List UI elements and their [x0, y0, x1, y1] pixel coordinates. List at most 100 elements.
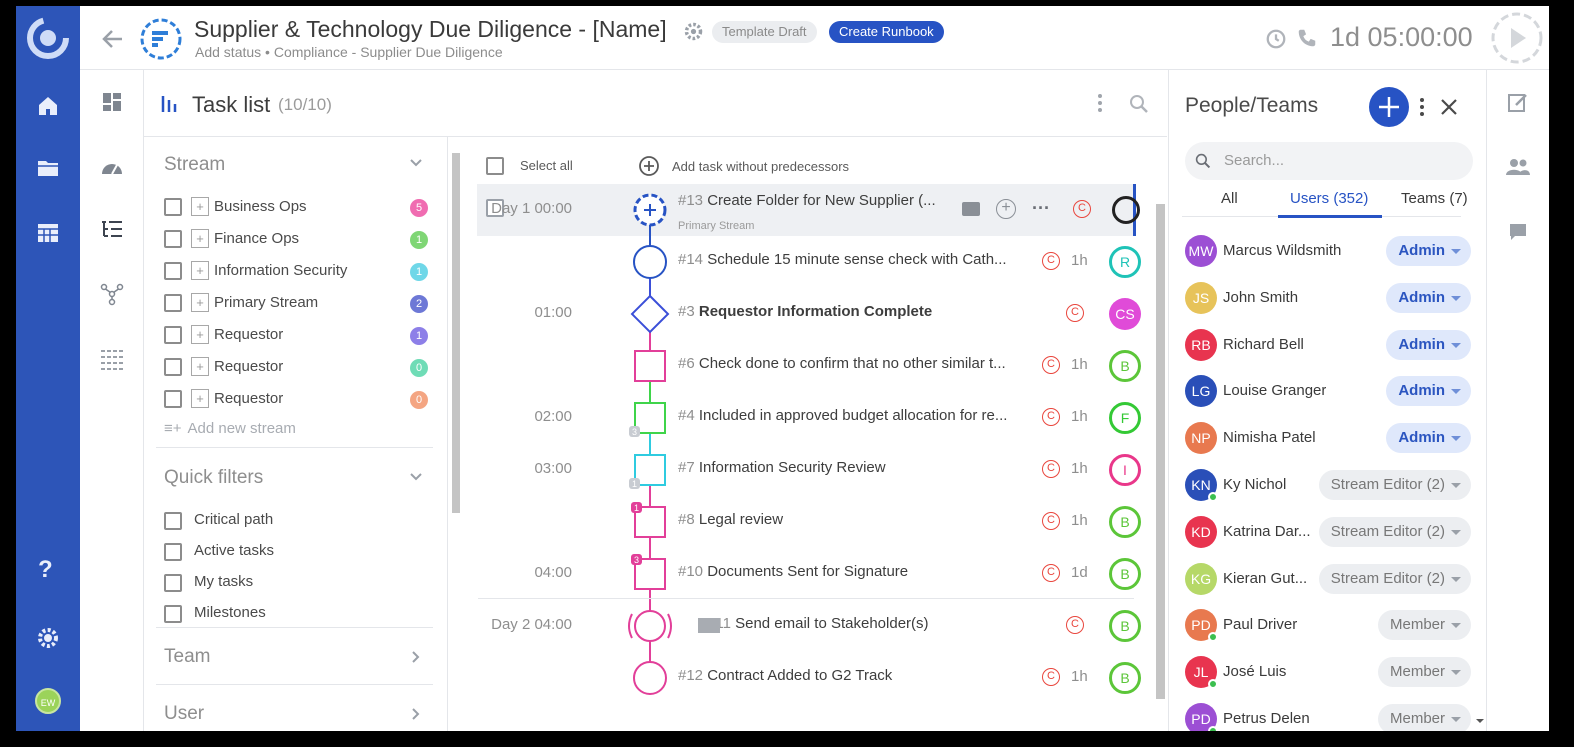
role-dropdown[interactable]: Member: [1377, 610, 1471, 641]
user-list-item[interactable]: KN Ky Nichol Stream Editor (2): [1185, 465, 1475, 505]
stream-checkbox[interactable]: [164, 358, 182, 376]
stream-filter-item[interactable]: + Requestor 1: [164, 323, 434, 347]
edit-note-icon[interactable]: [1507, 92, 1529, 114]
close-icon[interactable]: [1439, 97, 1459, 117]
task-row[interactable]: Day 1 00:00 #13 Create Folder for New Sup…: [476, 184, 1140, 236]
user-list-item[interactable]: JS John Smith Admin: [1185, 278, 1475, 318]
role-dropdown[interactable]: Admin: [1386, 376, 1471, 407]
select-all-checkbox[interactable]: [486, 157, 504, 175]
role-dropdown[interactable]: Admin: [1386, 282, 1471, 313]
task-row[interactable]: 03:00 #7 Information Security Review 1h C I: [476, 444, 1141, 496]
comment-icon[interactable]: [1508, 222, 1528, 242]
role-dropdown[interactable]: Admin: [1386, 236, 1471, 266]
task-title[interactable]: #13 Create Folder for New Supplier (...: [678, 192, 1038, 209]
breadcrumb[interactable]: Add status • Compliance - Supplier Due D…: [195, 44, 503, 60]
task-title[interactable]: #6 Check done to confirm that no other s…: [678, 355, 1038, 372]
people-scroll-down[interactable]: [1475, 712, 1485, 730]
task-list-view-icon[interactable]: [100, 218, 124, 242]
stream-checkbox[interactable]: [164, 294, 182, 312]
table-view-icon[interactable]: [100, 348, 124, 370]
stream-filter-item[interactable]: + Requestor 0: [164, 355, 434, 379]
user-section-title[interactable]: User: [164, 703, 205, 724]
task-title[interactable]: #12 Contract Added to G2 Track: [678, 667, 1038, 684]
help-icon[interactable]: ?: [38, 556, 53, 583]
stream-checkbox[interactable]: [164, 198, 182, 216]
quick-filter-checkbox[interactable]: [164, 574, 182, 592]
role-dropdown[interactable]: Member: [1377, 704, 1471, 731]
create-runbook-button[interactable]: Create Runbook: [829, 21, 944, 43]
expand-stream-icon[interactable]: +: [191, 261, 209, 280]
expand-stream-icon[interactable]: +: [191, 293, 209, 312]
play-button-icon[interactable]: [1490, 11, 1544, 65]
people-search-input[interactable]: [1185, 142, 1473, 180]
app-logo-icon[interactable]: [24, 14, 72, 62]
task-select-checkbox[interactable]: [486, 199, 504, 217]
chevron-right-icon[interactable]: [411, 707, 421, 721]
expand-stream-icon[interactable]: +: [191, 229, 209, 248]
role-dropdown[interactable]: Stream Editor (2): [1318, 563, 1471, 594]
task-assignee-avatar[interactable]: CS: [1109, 298, 1141, 330]
stream-filter-item[interactable]: + Business Ops 5: [164, 195, 434, 219]
quick-filter-checkbox[interactable]: [164, 512, 182, 530]
task-title[interactable]: #3 Requestor Information Complete: [678, 303, 1038, 320]
user-list-item[interactable]: NP Nimisha Patel Admin: [1185, 418, 1475, 458]
user-list-item[interactable]: RB Richard Bell Admin: [1185, 325, 1475, 365]
role-dropdown[interactable]: Admin: [1386, 423, 1471, 454]
gear-icon[interactable]: [683, 21, 704, 42]
task-row[interactable]: #8 Legal review 1h C B: [476, 496, 1141, 548]
expand-stream-icon[interactable]: +: [191, 325, 209, 344]
role-dropdown[interactable]: Member: [1377, 657, 1471, 688]
user-list-item[interactable]: LG Louise Granger Admin: [1185, 371, 1475, 411]
task-title[interactable]: #10 Documents Sent for Signature: [678, 563, 1038, 580]
task-row[interactable]: 02:00 #4 Included in approved budget allo…: [476, 392, 1141, 444]
user-list-item[interactable]: KG Kieran Gut... Stream Editor (2): [1185, 559, 1475, 599]
quick-filter-checkbox[interactable]: [164, 605, 182, 623]
user-list-item[interactable]: JL José Luis Member: [1185, 652, 1475, 692]
folder-icon[interactable]: [36, 156, 60, 180]
user-list-item[interactable]: PD Paul Driver Member: [1185, 605, 1475, 645]
quick-filter-checkbox[interactable]: [164, 543, 182, 561]
task-title[interactable]: #7 Information Security Review: [678, 459, 1038, 476]
task-title[interactable]: #14 Schedule 15 minute sense check with …: [678, 251, 1038, 268]
task-assignee-avatar[interactable]: B: [1109, 350, 1141, 382]
search-icon[interactable]: [1129, 94, 1149, 114]
task-assignee-avatar[interactable]: B: [1109, 662, 1141, 694]
task-assignee-avatar[interactable]: R: [1109, 246, 1141, 278]
settings-icon[interactable]: [36, 626, 60, 650]
add-task-without-predecessors[interactable]: Add task without predecessors: [672, 159, 850, 174]
more-horizontal-icon[interactable]: ···: [1032, 198, 1050, 218]
user-avatar[interactable]: EW: [35, 688, 61, 714]
more-vertical-icon[interactable]: [1098, 94, 1102, 114]
task-row[interactable]: 04:00 #10 Documents Sent for Signature 1d C…: [476, 548, 1141, 600]
role-dropdown[interactable]: Stream Editor (2): [1318, 470, 1471, 500]
task-row[interactable]: #6 Check done to confirm that no other s…: [476, 340, 1141, 392]
task-assignee-avatar[interactable]: B: [1109, 558, 1141, 590]
stream-section-title[interactable]: Stream: [164, 154, 226, 175]
chevron-right-icon[interactable]: [411, 650, 421, 664]
user-list-item[interactable]: PD Petrus Delen Member: [1185, 699, 1475, 731]
task-row[interactable]: 01:00 #3 Requestor Information Complete C C…: [476, 288, 1141, 340]
task-assignee-avatar[interactable]: F: [1109, 402, 1141, 434]
add-new-stream-link[interactable]: ≡+ Add new stream: [164, 420, 296, 437]
expand-stream-icon[interactable]: +: [191, 357, 209, 376]
chevron-down-icon[interactable]: [409, 158, 423, 168]
calendar-icon[interactable]: [36, 220, 60, 244]
add-person-button[interactable]: [1368, 86, 1410, 128]
dashboard-icon[interactable]: [102, 92, 122, 112]
home-icon[interactable]: [36, 94, 60, 118]
comment-icon[interactable]: [962, 202, 980, 216]
gauge-icon[interactable]: [100, 156, 124, 178]
quick-filters-title[interactable]: Quick filters: [164, 467, 264, 488]
add-circle-icon[interactable]: [638, 155, 660, 177]
stream-checkbox[interactable]: [164, 262, 182, 280]
role-dropdown[interactable]: Admin: [1386, 329, 1471, 360]
stream-filter-item[interactable]: + Primary Stream 2: [164, 291, 434, 315]
stream-checkbox[interactable]: [164, 390, 182, 408]
stream-filter-item[interactable]: + Finance Ops 1: [164, 227, 434, 251]
user-list-item[interactable]: KD Katrina Dar... Stream Editor (2): [1185, 512, 1475, 552]
stream-filter-item[interactable]: + Information Security 1: [164, 259, 434, 283]
tab-all[interactable]: All: [1221, 190, 1238, 207]
more-vertical-icon[interactable]: [1420, 98, 1424, 118]
back-arrow-icon[interactable]: [100, 26, 126, 52]
tab-users[interactable]: Users (352): [1290, 190, 1369, 207]
